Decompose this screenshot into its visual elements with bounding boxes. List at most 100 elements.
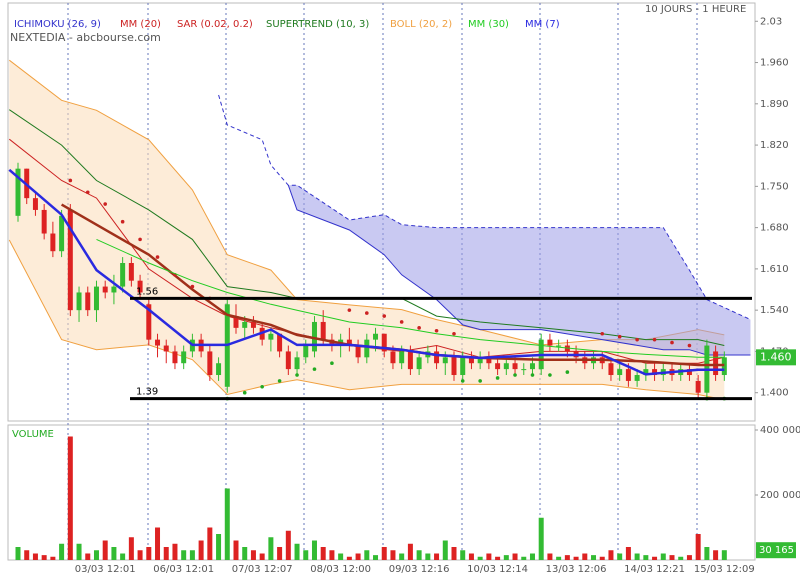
volume-bar xyxy=(242,547,248,560)
volume-bar xyxy=(460,550,466,560)
indicator-dot xyxy=(295,373,299,377)
volume-bar xyxy=(652,556,658,560)
candle-body xyxy=(181,351,187,364)
volume-panel xyxy=(7,424,756,561)
ichimoku-cloud xyxy=(288,185,751,355)
volume-bar xyxy=(468,553,474,560)
volume-bar xyxy=(538,517,544,560)
volume-bar xyxy=(399,553,405,560)
volume-bar xyxy=(643,555,649,560)
indicator-dot xyxy=(190,284,195,289)
volume-bar xyxy=(172,543,178,560)
candle-body xyxy=(477,357,483,364)
candle-body xyxy=(163,345,169,352)
volume-bar xyxy=(32,553,38,560)
indicator-dot xyxy=(330,361,334,366)
indicator-dot xyxy=(565,370,570,374)
candle-body xyxy=(373,333,379,340)
candle-body xyxy=(41,209,47,234)
candle-body xyxy=(50,233,56,252)
volume-area xyxy=(15,436,727,560)
volume-bar xyxy=(155,527,161,560)
indicator-dot xyxy=(365,311,369,315)
legend-entry: MM (7) xyxy=(525,19,560,30)
candle-body xyxy=(381,333,387,352)
candle-body xyxy=(495,363,501,370)
x-tick-label: 15/03 12:09 xyxy=(694,564,755,575)
legend-entry: BOLL (20, 2) xyxy=(390,19,452,30)
volume-bar xyxy=(582,553,588,560)
legend-entry: MM (20) xyxy=(120,19,161,30)
legend: ICHIMOKU (26, 9) MM (20) SAR (0.02, 0.2)… xyxy=(14,19,560,30)
candle-body xyxy=(155,339,161,346)
volume-bar xyxy=(207,527,213,560)
volume-bar xyxy=(329,550,335,560)
candle-body xyxy=(285,351,291,370)
volume-title: VOLUME xyxy=(12,429,54,440)
volume-bar xyxy=(163,547,169,560)
last-price-box xyxy=(756,349,796,366)
level-label: 1.39 xyxy=(136,387,158,398)
volume-bar xyxy=(303,550,309,560)
volume-bar xyxy=(547,553,553,560)
volume-bar xyxy=(216,534,222,560)
volume-bar xyxy=(407,543,413,560)
bollinger-band xyxy=(9,60,725,400)
candle-body xyxy=(416,357,422,370)
y-tick-label: 2.03 xyxy=(760,16,782,27)
volume-bar xyxy=(721,550,727,560)
candle-body xyxy=(442,357,448,364)
candle-body xyxy=(652,369,658,376)
candle-body xyxy=(486,357,492,364)
moving-average xyxy=(96,238,725,358)
candle-body xyxy=(399,351,405,364)
volume-bar xyxy=(617,553,623,560)
level-label: 1.56 xyxy=(136,286,158,297)
candle-body xyxy=(137,280,143,293)
volume-bar xyxy=(634,553,640,560)
indicator-dot xyxy=(452,331,456,336)
candle-body xyxy=(242,321,248,328)
indicator-dot xyxy=(670,340,674,345)
volume-bar xyxy=(137,550,143,560)
candle-body xyxy=(303,345,309,358)
indicator-dot xyxy=(417,326,421,330)
candle-body xyxy=(721,357,727,376)
candle-body xyxy=(460,357,466,376)
volume-bar xyxy=(285,530,291,560)
indicator-dot xyxy=(155,255,160,259)
volume-bar xyxy=(704,547,710,560)
volume-bar xyxy=(59,543,65,560)
indicator-dot xyxy=(277,379,282,383)
volume-bar xyxy=(346,556,352,560)
volume-bar xyxy=(495,556,501,560)
indicator-dot xyxy=(495,376,500,380)
volume-bar xyxy=(233,540,239,560)
candle-body xyxy=(277,333,283,352)
volume-bar xyxy=(451,547,457,560)
x-tick-label: 08/03 12:00 xyxy=(310,564,371,575)
candle-body xyxy=(364,339,370,358)
candle-body xyxy=(512,363,518,370)
volume-bar xyxy=(608,550,614,560)
candle-body xyxy=(102,286,108,293)
candle-body xyxy=(120,262,126,287)
volume-bar xyxy=(198,540,204,560)
volume-bar xyxy=(277,547,283,560)
indicator-dot xyxy=(460,379,465,383)
chart-title: NEXTEDIA - abcbourse.com xyxy=(10,31,161,44)
x-tick-label: 09/03 12:16 xyxy=(389,564,450,575)
candle-body xyxy=(529,363,535,370)
indicator-dot xyxy=(260,385,264,389)
x-tick-label: 07/03 12:07 xyxy=(232,564,293,575)
y-tick-label: 1.820 xyxy=(760,140,789,151)
chart-subtitle: 10 JOURS - 1 HEURE xyxy=(645,4,746,15)
indicator-dot xyxy=(652,337,657,342)
volume-bar xyxy=(120,553,126,560)
volume-bar xyxy=(486,553,492,560)
candle-body xyxy=(320,321,326,340)
candle-body xyxy=(407,351,413,370)
candle-body xyxy=(713,351,719,376)
volume-bar xyxy=(181,550,187,560)
